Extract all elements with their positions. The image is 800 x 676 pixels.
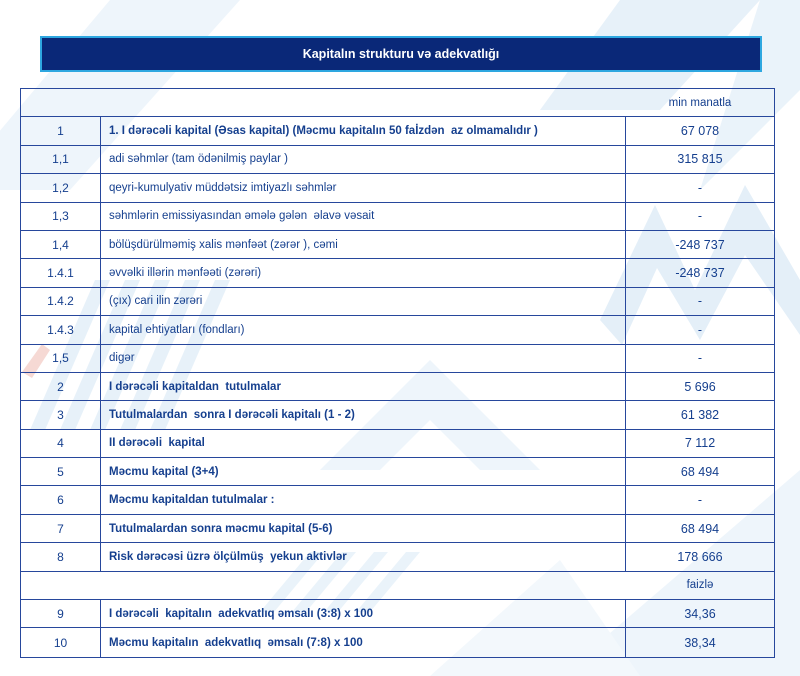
row-value: 38,34 <box>684 635 716 650</box>
table-row: 1.4.3 kapital ehtiyatları (fondları) - <box>21 316 774 345</box>
row-value: - <box>697 351 703 366</box>
row-value: -248 737 <box>675 266 725 281</box>
page-title: Kapitalın strukturu və adekvatlığı <box>40 36 762 72</box>
table-row: 6 Məcmu kapitaldan tutulmalar : - <box>21 486 774 515</box>
row-number: 4 <box>21 429 101 458</box>
unit-header-label: min manatla <box>668 96 732 109</box>
row-label: bölüşdürülməmiş xalis mənfəət (zərər ), … <box>101 230 626 259</box>
row-label: Məcmu kapital (3+4) <box>101 458 626 486</box>
unit-header-row: min manatla <box>21 89 774 118</box>
row-value: 34,36 <box>684 606 716 621</box>
row-number: 1,5 <box>21 344 101 372</box>
row-value: 67 078 <box>680 124 720 139</box>
table-row: 7 Tutulmalardan sonra məcmu kapital (5-6)… <box>21 514 774 544</box>
row-number: 10 <box>21 628 101 657</box>
row-number: 2 <box>21 372 101 401</box>
capital-structure-table: min manatla 1 1. I dərəcəli kapital (Əsas … <box>20 88 775 658</box>
row-label: I dərəcəli kapitaldan tutulmalar <box>101 372 626 401</box>
row-number: 1 <box>21 117 101 145</box>
row-number: 1,2 <box>21 174 101 202</box>
row-number: 3 <box>21 401 101 429</box>
row-number: 1,4 <box>21 230 101 259</box>
row-number: 7 <box>21 514 101 543</box>
row-label: kapital ehtiyatları (fondları) <box>101 316 626 344</box>
row-value: 178 666 <box>677 549 723 564</box>
row-value: 68 494 <box>680 521 720 536</box>
row-label: Tutulmalardan sonra I dərəcəli kapitalı … <box>101 401 626 429</box>
row-label: Risk dərəcəsi üzrə ölçülmüş yekun aktivl… <box>101 543 626 571</box>
row-label: Məcmu kapitaldan tutulmalar : <box>101 486 626 514</box>
table-row: 4 II dərəcəli kapital 7 112 <box>21 429 774 459</box>
table-row: 1,3 səhmlərin emissiyasından əmələ gələn … <box>21 202 774 231</box>
row-value: - <box>697 180 703 195</box>
row-value: - <box>697 322 703 337</box>
row-label: qeyri-kumulyativ müddətsiz imtiyazlı səh… <box>101 174 626 202</box>
row-value: - <box>697 493 703 508</box>
row-number: 1.4.1 <box>21 259 101 287</box>
row-number: 8 <box>21 543 101 571</box>
row-value: - <box>697 209 703 224</box>
row-label: digər <box>101 344 626 372</box>
row-number: 1,1 <box>21 145 101 174</box>
row-label: Məcmu kapitalın adekvatlıq əmsalı (7:8) … <box>101 628 626 657</box>
row-value: 315 815 <box>677 152 723 167</box>
row-label: səhmlərin emissiyasından əmələ gələn əla… <box>101 202 626 230</box>
row-label: (çıx) cari ilin zərəri <box>101 287 626 316</box>
row-label: I dərəcəli kapitalın adekvatlıq əmsalı (… <box>101 600 626 628</box>
row-value: 5 696 <box>684 379 716 394</box>
row-value: 68 494 <box>680 464 720 479</box>
table-row: 1,5 digər - <box>21 344 774 373</box>
row-label: Tutulmalardan sonra məcmu kapital (5-6) <box>101 514 626 543</box>
row-label: əvvəlki illərin mənfəəti (zərəri) <box>101 259 626 287</box>
row-number: 1.4.3 <box>21 316 101 344</box>
unit-header-label: faizlə <box>686 579 714 592</box>
row-number: 1,3 <box>21 202 101 230</box>
row-label: 1. I dərəcəli kapital (Əsas kapital) (Mə… <box>101 117 626 145</box>
table-row: 8 Risk dərəcəsi üzrə ölçülmüş yekun aktiv… <box>21 543 774 572</box>
row-number: 6 <box>21 486 101 514</box>
table-row: 3 Tutulmalardan sonra I dərəcəli kapitalı… <box>21 401 774 430</box>
table-row: 5 Məcmu kapital (3+4) 68 494 <box>21 458 774 487</box>
table-row: 1.4.1 əvvəlki illərin mənfəəti (zərəri) -2… <box>21 259 774 288</box>
table-row: 1,4 bölüşdürülməmiş xalis mənfəət (zərər … <box>21 230 774 260</box>
row-value: 61 382 <box>680 407 720 422</box>
row-value: -248 737 <box>675 237 725 252</box>
table-row: 10 Məcmu kapitalın adekvatlıq əmsalı (7:8… <box>21 628 774 657</box>
row-label: II dərəcəli kapital <box>101 429 626 458</box>
row-number: 9 <box>21 600 101 628</box>
row-label: adi səhmlər (tam ödənilmiş paylar ) <box>101 145 626 174</box>
table-row: 1,1 adi səhmlər (tam ödənilmiş paylar ) 31… <box>21 145 774 175</box>
table-row: 1,2 qeyri-kumulyativ müddətsiz imtiyazlı … <box>21 174 774 203</box>
table-row: 1.4.2 (çıx) cari ilin zərəri - <box>21 287 774 317</box>
row-number: 5 <box>21 458 101 486</box>
row-number: 1.4.2 <box>21 287 101 316</box>
unit-header-row: faizlə <box>21 572 774 601</box>
row-value: - <box>697 294 703 309</box>
table-row: 1 1. I dərəcəli kapital (Əsas kapital) (M… <box>21 117 774 146</box>
row-value: 7 112 <box>684 436 716 451</box>
